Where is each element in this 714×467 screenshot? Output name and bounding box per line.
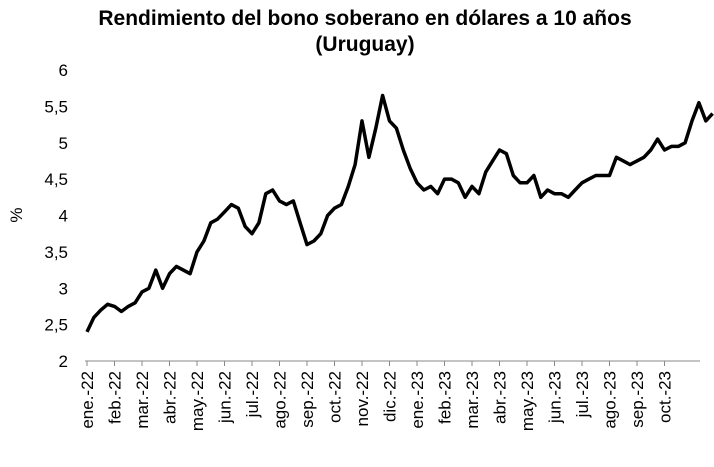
x-tick-label: nov.-22	[353, 371, 372, 426]
x-tick-label: may.-22	[188, 371, 207, 431]
x-tick-label: oct.-22	[326, 371, 345, 423]
y-tick-label: 5,5	[44, 97, 68, 116]
x-tick-label: ene.-22	[78, 371, 97, 429]
y-axis-label: %	[7, 207, 26, 222]
x-tick-label: abr.-22	[161, 371, 180, 424]
y-tick-label: 4	[59, 207, 68, 226]
x-tick-label: dic.-22	[381, 371, 400, 422]
chart-title: Rendimiento del bono soberano en dólares…	[98, 7, 632, 56]
x-tick-label: feb.-23	[436, 371, 455, 424]
x-tick-label: oct.-23	[656, 371, 675, 423]
x-tick-label: ago.-22	[271, 371, 290, 429]
x-tick-label: feb.-22	[106, 371, 125, 424]
y-tick-label: 3	[59, 279, 68, 298]
y-tick-label: 2,5	[44, 316, 68, 335]
x-tick-label: mar.-22	[133, 371, 152, 429]
y-tick-label: 4,5	[44, 170, 68, 189]
y-tick-label: 5	[59, 134, 68, 153]
x-tick-label: mar.-23	[463, 371, 482, 429]
x-tick-label: jun.-22	[216, 371, 235, 424]
x-tick-label: jun.-23	[546, 371, 565, 424]
x-tick-label: jul.-23	[573, 371, 592, 418]
y-tick-label: 2	[59, 352, 68, 371]
x-tick-label: abr.-23	[491, 371, 510, 424]
x-tick-label: jul.-22	[243, 371, 262, 418]
y-tick-label: 3,5	[44, 243, 68, 262]
x-tick-label: may.-23	[518, 371, 537, 431]
y-tick-label: 6	[59, 61, 68, 80]
x-tick-label: sep.-23	[628, 371, 647, 428]
data-line	[85, 93, 714, 333]
x-tick-label: sep.-22	[298, 371, 317, 428]
x-tick-label: ene.-23	[408, 371, 427, 429]
x-tick-label: ago.-23	[601, 371, 620, 429]
